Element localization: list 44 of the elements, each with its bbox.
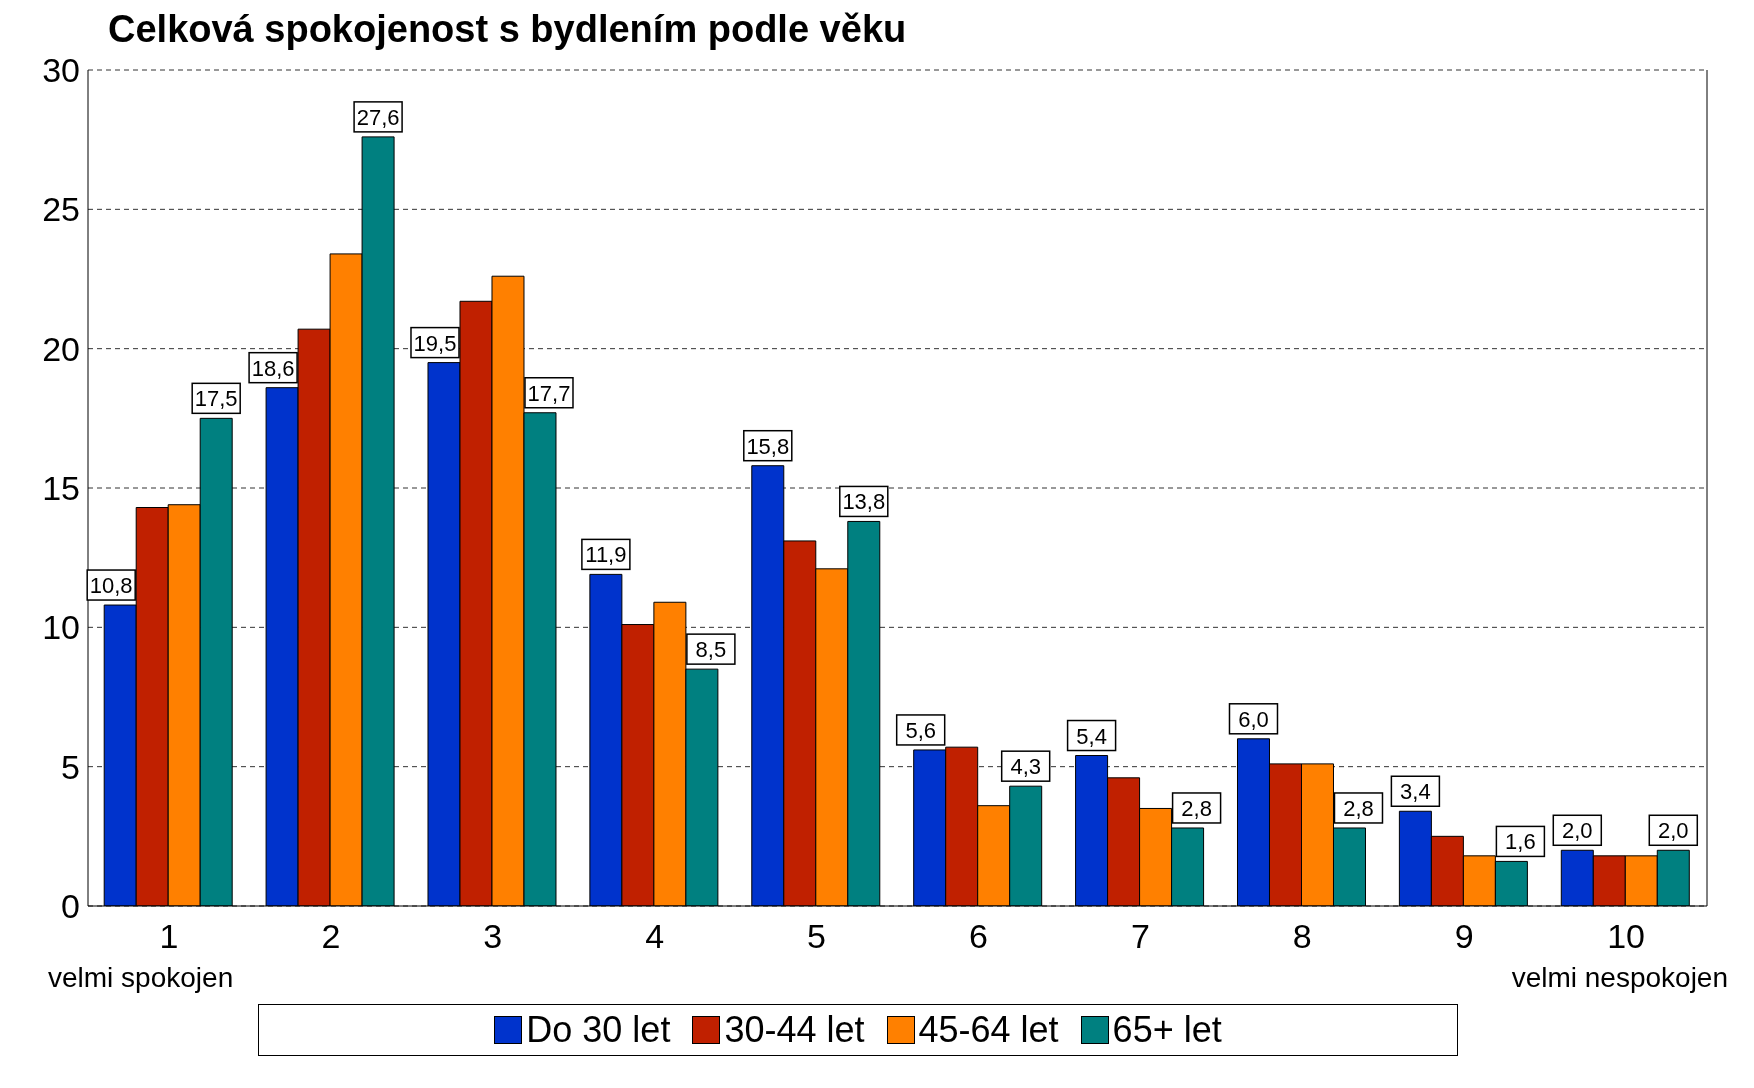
data-label: 6,0 <box>1238 706 1269 732</box>
data-label: 2,8 <box>1181 795 1212 821</box>
legend-label: 45-64 let <box>918 1009 1059 1051</box>
data-label: 10,8 <box>89 573 133 599</box>
x-tick-label: 6 <box>968 917 988 955</box>
x-tick-label: 10 <box>1607 917 1645 955</box>
x-tick-label: 7 <box>1130 917 1150 955</box>
data-label: 3,4 <box>1400 779 1431 805</box>
x-tick-label: 2 <box>321 917 341 955</box>
y-tick-label: 5 <box>61 747 80 786</box>
data-label: 2,0 <box>1561 818 1593 844</box>
x-tick-label: 9 <box>1454 917 1474 955</box>
data-label: 17,7 <box>527 380 571 406</box>
legend-label: 30-44 let <box>724 1009 865 1051</box>
x-tick-label: 3 <box>483 917 503 955</box>
data-label: 5,6 <box>905 717 936 743</box>
data-label: 11,9 <box>585 542 627 568</box>
text: velmi nespokojen <box>1511 962 1728 994</box>
data-label: 1,6 <box>1505 829 1536 855</box>
data-label: 13,8 <box>842 489 886 515</box>
y-tick-label: 25 <box>42 190 80 229</box>
data-label: 8,5 <box>695 637 727 663</box>
y-tick-label: 0 <box>61 887 80 926</box>
x-tick-label: 4 <box>645 917 665 955</box>
y-tick-label: 15 <box>42 469 80 508</box>
data-label: 18,6 <box>251 355 295 381</box>
data-label: 5,4 <box>1076 723 1107 749</box>
legend-label: 65+ let <box>1112 1009 1222 1051</box>
data-label: 17,5 <box>194 386 238 412</box>
data-label: 27,6 <box>356 104 400 130</box>
x-tick-label: 8 <box>1292 917 1312 955</box>
data-label: 19,5 <box>413 330 457 356</box>
x-tick-label: 1 <box>159 917 179 955</box>
data-label: 15,8 <box>746 433 790 459</box>
y-tick-label: 10 <box>42 608 80 647</box>
y-tick-label: 20 <box>42 329 80 368</box>
chart-title: Celková spokojenost s bydlením podle věku <box>108 8 907 50</box>
data-label: 2,0 <box>1657 818 1689 844</box>
data-label: 4,3 <box>1010 754 1041 780</box>
data-label: 2,8 <box>1343 795 1374 821</box>
text: velmi spokojen <box>48 962 234 994</box>
y-tick-label: 30 <box>42 51 80 90</box>
legend-label: Do 30 let <box>526 1009 671 1051</box>
x-tick-label: 5 <box>807 917 827 955</box>
